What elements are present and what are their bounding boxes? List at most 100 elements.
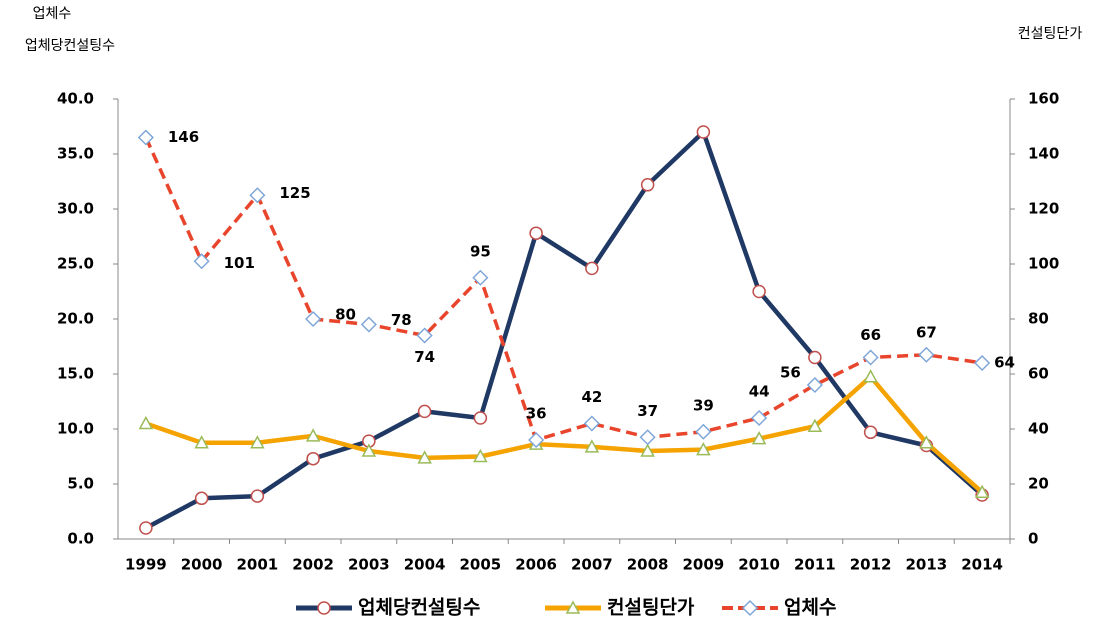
marker (306, 451, 320, 466)
marker (194, 435, 209, 449)
x-tick-label: 2000 (181, 556, 223, 574)
y-axis-title: 업체당컨설팅수 (25, 38, 115, 54)
y2-tick-label: 60 (1028, 365, 1049, 383)
data-label: 78 (391, 311, 412, 329)
x-tick-label: 2005 (460, 556, 502, 574)
marker (137, 129, 154, 146)
marker (862, 349, 879, 366)
x-tick-label: 2014 (961, 556, 1003, 574)
marker (640, 178, 655, 192)
legend-item: 컨설팅단가 (545, 597, 695, 619)
marker (528, 431, 545, 449)
y2-tick-label: 140 (1028, 145, 1059, 163)
y2-axis-title: 컨설팅단가 (1018, 26, 1083, 42)
marker (250, 489, 265, 503)
marker (417, 450, 432, 464)
marker (808, 350, 822, 365)
x-tick-label: 2010 (738, 556, 780, 574)
legend-item: 업체당컨설팅수 (296, 597, 480, 619)
series-line (144, 136, 983, 442)
marker (639, 429, 656, 446)
y2-tick-label: 20 (1028, 475, 1049, 493)
marker (806, 376, 823, 394)
marker (751, 409, 768, 427)
x-tick-label: 2004 (404, 556, 446, 574)
series-line (144, 129, 984, 530)
data-label: 101 (224, 254, 255, 272)
marker (918, 346, 935, 363)
marker (194, 491, 209, 506)
marker (305, 428, 321, 442)
marker (249, 187, 266, 204)
y2-tick-label: 40 (1028, 420, 1049, 438)
marker (472, 269, 489, 286)
legend-marker (565, 600, 581, 614)
marker (250, 435, 265, 449)
marker (417, 404, 432, 419)
marker (585, 261, 599, 276)
x-tick-label: 2013 (906, 556, 948, 574)
marker (696, 442, 711, 456)
marker (863, 369, 878, 383)
y-tick-label: 15.0 (57, 365, 94, 383)
y2-tick-label: 160 (1028, 90, 1059, 108)
marker (416, 327, 433, 344)
x-tick-label: 2003 (348, 556, 390, 574)
data-label: 95 (470, 242, 491, 260)
series: 146 101 125 80 78 74 95 36 42 37 39 44 56 66 67 64 (137, 128, 1015, 449)
data-label: 37 (637, 402, 658, 420)
marker (919, 435, 934, 449)
legend-label: 업체당컨설팅수 (358, 597, 480, 619)
marker (305, 310, 322, 328)
y-tick-label: 20.0 (57, 310, 94, 328)
y-axis-title: 업체수 (33, 6, 72, 22)
legend-marker (741, 599, 759, 617)
marker (974, 354, 991, 372)
y-tick-label: 10.0 (57, 420, 94, 438)
data-label: 64 (994, 354, 1015, 372)
y-tick-label: 5.0 (67, 475, 94, 493)
data-label: 44 (749, 383, 770, 401)
y2-tick-label: 0 (1028, 530, 1038, 548)
marker (473, 448, 488, 463)
data-label: 36 (526, 405, 547, 423)
y2-tick-label: 120 (1028, 200, 1059, 218)
x-tick-label: 2007 (571, 556, 613, 574)
data-label: 42 (581, 388, 602, 406)
x-tick-label: 2008 (627, 556, 669, 574)
data-label: 67 (916, 323, 937, 341)
x-tick-label: 2002 (292, 556, 334, 574)
y-tick-label: 30.0 (57, 200, 94, 218)
data-label: 66 (860, 326, 881, 344)
legend-label: 업체수 (784, 597, 836, 619)
marker (696, 125, 711, 139)
y-tick-label: 40.0 (57, 90, 94, 108)
marker (974, 484, 990, 498)
x-tick-label: 2012 (850, 556, 892, 574)
marker (751, 431, 767, 445)
y2-tick-label: 80 (1028, 310, 1049, 328)
marker (752, 284, 766, 299)
y2-tick-label: 100 (1028, 255, 1059, 273)
data-label: 56 (780, 364, 801, 382)
data-label: 39 (693, 396, 714, 414)
marker (584, 439, 600, 453)
marker (640, 443, 655, 457)
marker (529, 226, 543, 240)
data-label: 146 (168, 128, 199, 146)
y-tick-label: 35.0 (57, 145, 94, 163)
x-tick-label: 2006 (515, 556, 557, 574)
marker (583, 415, 600, 432)
x-tick-label: 2011 (794, 556, 836, 574)
data-label: 125 (279, 184, 310, 202)
marker (695, 423, 712, 440)
legend-label: 컨설팅단가 (607, 597, 695, 619)
marker (139, 521, 153, 535)
marker (863, 425, 878, 440)
marker (138, 415, 154, 430)
series (138, 369, 990, 498)
x-tick-label: 2009 (683, 556, 725, 574)
marker (360, 316, 377, 333)
marker (807, 418, 823, 432)
